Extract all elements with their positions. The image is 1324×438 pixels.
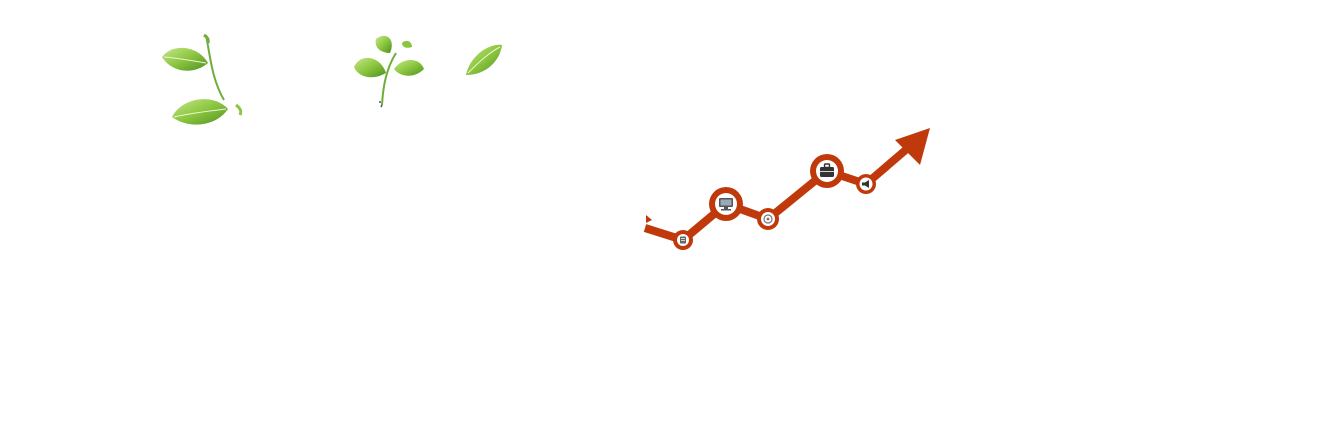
leaf-right bbox=[466, 44, 502, 75]
node-document bbox=[673, 230, 693, 250]
leaf-top-left bbox=[162, 47, 208, 71]
node-target bbox=[757, 208, 779, 230]
node-monitor bbox=[709, 187, 743, 221]
arrow-head bbox=[895, 128, 930, 165]
growth-line bbox=[643, 128, 930, 244]
sprout-middle bbox=[354, 35, 424, 108]
megaphone-icon bbox=[862, 180, 869, 188]
leaf-bottom-left bbox=[172, 99, 228, 125]
dotted-accent bbox=[751, 205, 786, 215]
monitor-icon bbox=[719, 198, 733, 211]
document-icon bbox=[680, 236, 686, 244]
briefcase-icon bbox=[820, 163, 834, 177]
stem-left bbox=[203, 33, 243, 116]
growth-arrow-graphic bbox=[643, 128, 930, 250]
leaves-decoration bbox=[162, 33, 502, 125]
node-briefcase bbox=[810, 154, 844, 188]
target-icon bbox=[763, 214, 773, 224]
node-megaphone bbox=[856, 174, 876, 194]
